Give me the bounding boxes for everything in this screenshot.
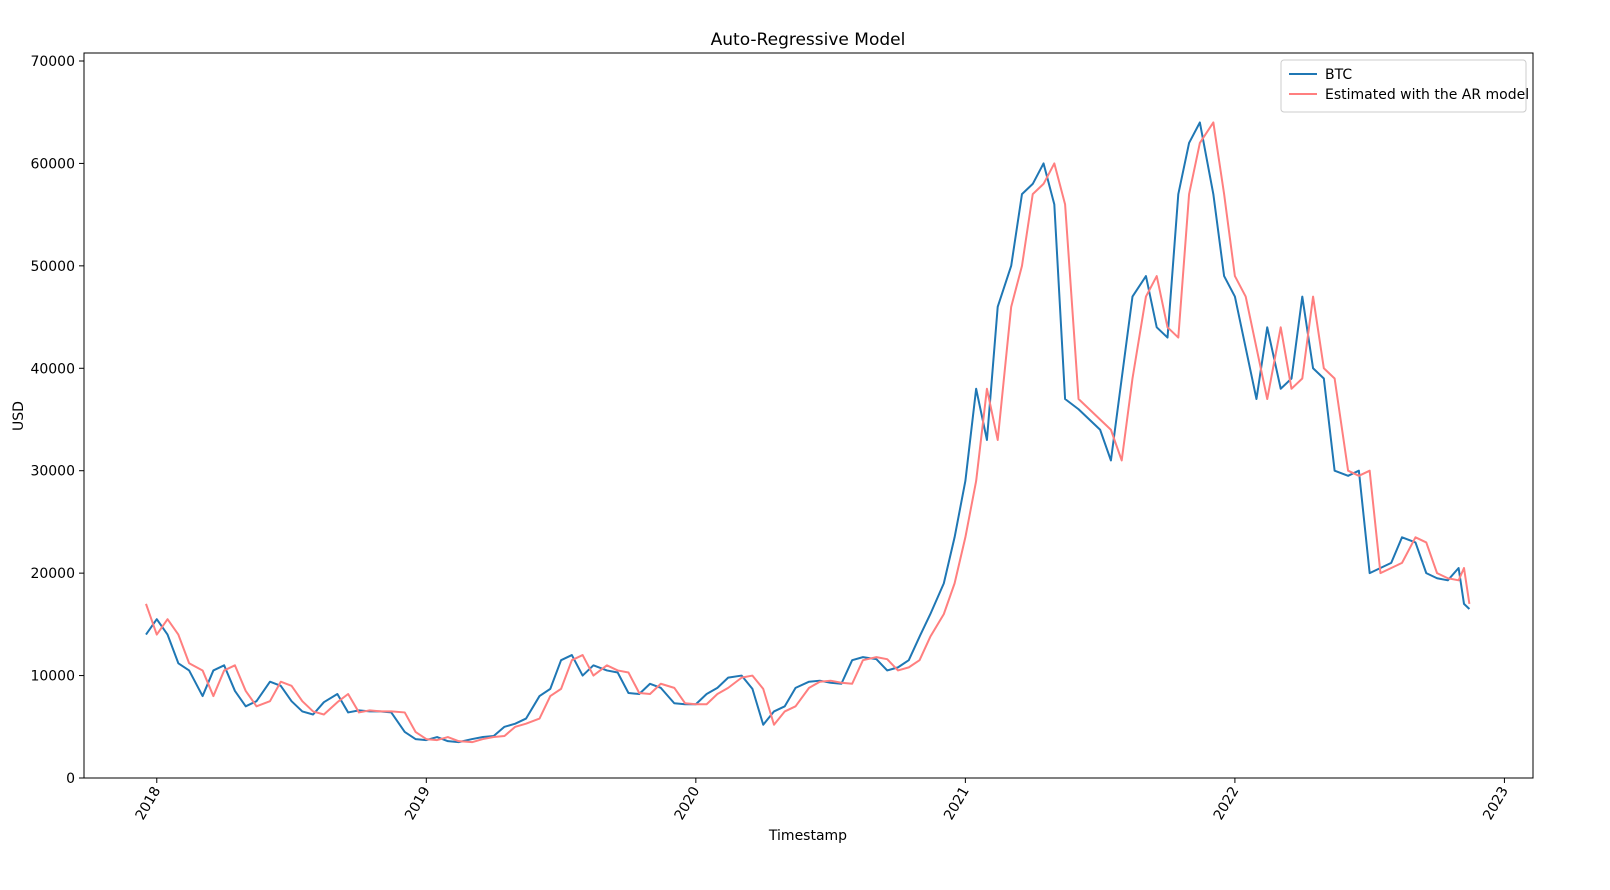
y-tick-label: 60000 bbox=[30, 156, 75, 172]
y-axis-label: USD bbox=[11, 401, 27, 431]
x-tick-label: 2023 bbox=[1480, 784, 1512, 823]
x-tick-label: 2020 bbox=[672, 784, 704, 823]
legend-label: BTC bbox=[1325, 67, 1352, 83]
y-tick-label: 30000 bbox=[30, 464, 75, 480]
line-series bbox=[145, 121, 1471, 744]
x-axis-label: Timestamp bbox=[768, 828, 847, 844]
y-tick-label: 0 bbox=[66, 771, 75, 787]
plot-frame bbox=[83, 52, 1534, 779]
x-tick-label: 2021 bbox=[941, 784, 973, 823]
y-tick-label: 40000 bbox=[30, 361, 75, 377]
legend-box bbox=[1280, 59, 1527, 113]
y-tick-label: 50000 bbox=[30, 259, 75, 275]
legend-label: Estimated with the AR model bbox=[1325, 87, 1529, 103]
x-tick-label: 2022 bbox=[1211, 784, 1243, 823]
x-tick-label: 2018 bbox=[133, 784, 165, 823]
y-tick-label: 10000 bbox=[30, 669, 75, 685]
line-series bbox=[145, 121, 1471, 744]
chart-title: Auto-Regressive Model bbox=[711, 30, 906, 50]
y-tick-label: 20000 bbox=[30, 566, 75, 582]
y-tick-label: 70000 bbox=[30, 54, 75, 70]
x-tick-label: 2019 bbox=[402, 784, 434, 823]
